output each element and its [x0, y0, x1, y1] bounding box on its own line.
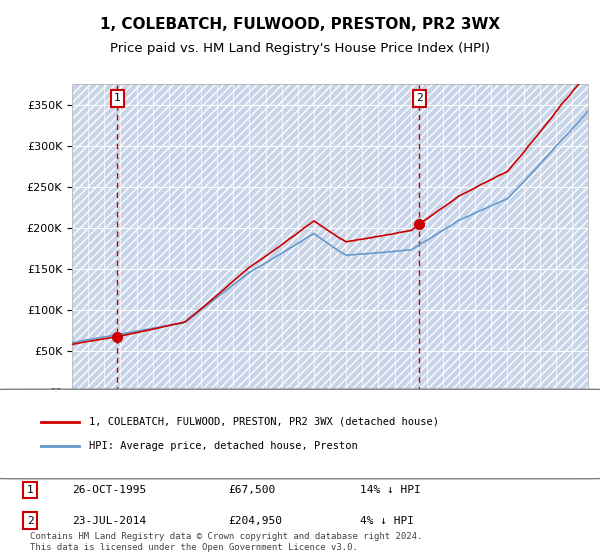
Text: 1: 1 [26, 485, 34, 495]
Text: 23-JUL-2014: 23-JUL-2014 [72, 516, 146, 526]
Text: Contains HM Land Registry data © Crown copyright and database right 2024.
This d: Contains HM Land Registry data © Crown c… [30, 532, 422, 552]
Text: 14% ↓ HPI: 14% ↓ HPI [360, 485, 421, 495]
Text: 1: 1 [114, 93, 121, 103]
Text: 4% ↓ HPI: 4% ↓ HPI [360, 516, 414, 526]
Text: £67,500: £67,500 [228, 485, 275, 495]
Text: 1, COLEBATCH, FULWOOD, PRESTON, PR2 3WX: 1, COLEBATCH, FULWOOD, PRESTON, PR2 3WX [100, 17, 500, 32]
Text: 2: 2 [416, 93, 423, 103]
Text: 2: 2 [26, 516, 34, 526]
FancyBboxPatch shape [0, 389, 600, 479]
Text: Price paid vs. HM Land Registry's House Price Index (HPI): Price paid vs. HM Land Registry's House … [110, 42, 490, 55]
Text: 1, COLEBATCH, FULWOOD, PRESTON, PR2 3WX (detached house): 1, COLEBATCH, FULWOOD, PRESTON, PR2 3WX … [89, 417, 439, 427]
Text: HPI: Average price, detached house, Preston: HPI: Average price, detached house, Pres… [89, 441, 358, 451]
Text: 26-OCT-1995: 26-OCT-1995 [72, 485, 146, 495]
Text: £204,950: £204,950 [228, 516, 282, 526]
FancyBboxPatch shape [67, 84, 593, 392]
